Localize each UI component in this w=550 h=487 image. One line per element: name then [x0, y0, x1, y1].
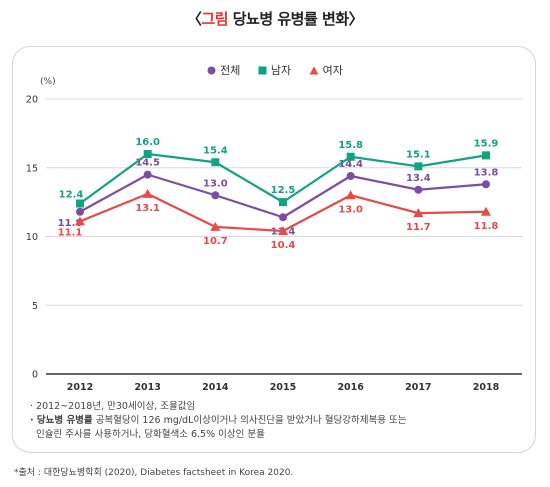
- data-point-marker: [211, 191, 220, 200]
- circle-marker-icon: [207, 65, 216, 78]
- data-point-marker: [279, 213, 287, 222]
- y-tick-label: 5: [32, 301, 38, 312]
- data-point-marker: [211, 158, 220, 167]
- data-point-marker: [210, 221, 221, 231]
- data-label: 11.7: [406, 222, 431, 233]
- chart-legend: 전체 남자 여자: [0, 62, 550, 78]
- square-marker-icon: [258, 65, 267, 78]
- figure-title: 〈그림 당뇨병 유병률 변화〉: [186, 10, 364, 28]
- data-label: 12.4: [59, 190, 84, 201]
- chart-card: [12, 46, 536, 453]
- data-label: 13.1: [135, 203, 160, 214]
- data-point-marker: [279, 198, 287, 207]
- data-point-marker: [76, 199, 84, 208]
- y-tick-label: 10: [26, 232, 38, 243]
- data-label: 12.5: [271, 185, 296, 196]
- source-note: *출처 : 대한당뇨병학회 (2020), Diabetes factsheet…: [14, 468, 294, 478]
- x-tick-label: 2012: [67, 382, 93, 393]
- x-tick-label: 2016: [337, 382, 364, 393]
- data-point-marker: [414, 185, 423, 194]
- data-point-marker: [413, 208, 424, 218]
- note-line-2: · 당뇨병 유병률 공복혈당이 126 mg/dL이상이거나 의사진단을 받았거…: [30, 415, 407, 426]
- data-point-marker: [75, 216, 85, 226]
- x-tick-label: 2015: [270, 382, 296, 393]
- y-axis-unit-label: (%): [40, 77, 56, 87]
- data-point-marker: [414, 162, 423, 171]
- x-tick-label: 2013: [134, 382, 160, 393]
- data-point-marker: [345, 190, 356, 200]
- data-point-marker: [278, 226, 288, 235]
- data-label: 10.4: [271, 240, 296, 251]
- note-line-3: 인슐린 주사를 사용하거나, 당화혈색소 6.5% 이상인 분율: [30, 429, 265, 440]
- data-point-marker: [143, 150, 152, 158]
- y-tick-label: 15: [26, 163, 38, 174]
- data-label: 15.1: [406, 149, 431, 160]
- data-label: 15.4: [203, 145, 228, 156]
- data-label: 16.0: [135, 137, 160, 148]
- triangle-marker-icon: [309, 65, 319, 78]
- legend-item-male: 남자: [258, 62, 291, 78]
- data-label: 13.0: [203, 178, 228, 189]
- figure-title-highlight: 그림: [201, 10, 229, 28]
- data-label: 11.8: [474, 221, 499, 232]
- x-tick-label: 2017: [405, 382, 431, 393]
- data-label: 14.4: [338, 159, 363, 170]
- data-label: 13.4: [406, 173, 431, 184]
- x-tick-label: 2018: [473, 382, 500, 393]
- data-point-marker: [346, 152, 355, 161]
- legend-item-female: 여자: [309, 62, 343, 78]
- data-label: 13.0: [338, 204, 363, 215]
- data-label: 15.9: [474, 138, 499, 149]
- data-point-marker: [481, 206, 491, 216]
- legend-item-total: 전체: [207, 62, 240, 78]
- data-label: 14.5: [135, 158, 160, 169]
- note-line-1: · 2012~2018년, 만30세이상, 조율값임: [30, 401, 196, 412]
- data-point-marker: [482, 151, 490, 160]
- data-label: 11.1: [58, 227, 83, 238]
- data-label: 13.8: [474, 167, 499, 178]
- y-tick-label: 20: [26, 95, 38, 106]
- x-tick-label: 2014: [202, 382, 229, 393]
- y-tick-label: 0: [32, 370, 38, 381]
- data-point-marker: [142, 188, 153, 198]
- data-label: 15.8: [338, 140, 363, 151]
- data-point-marker: [346, 172, 355, 180]
- data-label: 10.7: [203, 236, 228, 247]
- data-label: 11.8: [58, 218, 83, 229]
- chart-notes: · 2012~2018년, 만30세이상, 조율값임 · 당뇨병 유병률 공복혈…: [30, 400, 530, 442]
- data-point-marker: [76, 207, 84, 216]
- line-chart: (%) 0 5 10 15 20 2012 2013 2014 2015 2016 2017 2018 1…: [26, 77, 522, 393]
- data-point-marker: [482, 180, 490, 189]
- data-point-marker: [143, 170, 152, 179]
